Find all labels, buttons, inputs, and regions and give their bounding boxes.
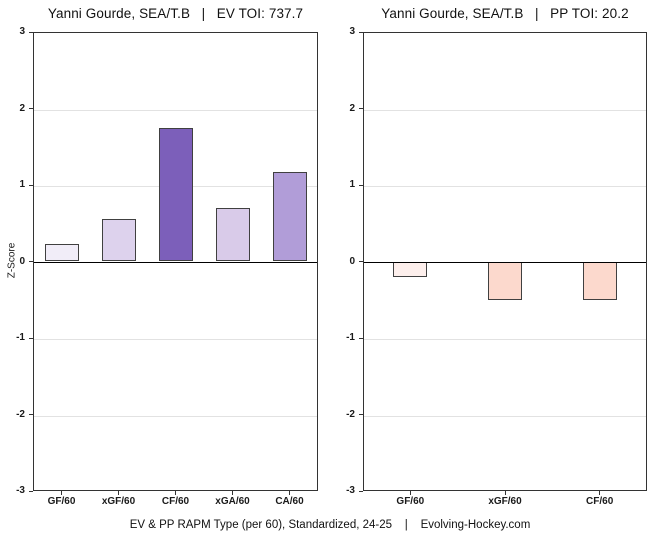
x-axis-tick-label: GF/60	[47, 496, 76, 507]
x-axis-tick-mark	[289, 491, 291, 495]
bar-gf-60	[44, 243, 79, 262]
gridline	[364, 109, 646, 111]
bar-cf-60	[582, 261, 617, 300]
y-axis-tick-label: -1	[346, 332, 355, 343]
y-axis-tick-mark	[359, 337, 363, 339]
y-axis-tick-label: 0	[349, 255, 355, 267]
y-axis-tick-mark	[359, 261, 363, 263]
x-axis-tick-label: CA/60	[275, 496, 304, 507]
x-axis-tick-label: xGA/60	[215, 496, 250, 507]
gridline	[364, 186, 646, 187]
y-axis-tick-mark	[359, 31, 363, 33]
y-axis-tick-mark	[29, 31, 33, 33]
chart-title-ev: Yanni Gourde, SEA/T.B | EV TOI: 737.7	[47, 6, 304, 21]
y-axis-tick-label: -1	[16, 332, 25, 343]
zero-line	[364, 261, 646, 264]
x-axis-tick-mark	[599, 491, 601, 495]
y-axis-tick-label: 2	[19, 102, 25, 114]
x-axis-tick-mark	[409, 491, 412, 495]
bar-gf-60	[393, 261, 428, 277]
y-axis-tick-mark	[359, 184, 363, 186]
y-axis-tick-label: 2	[349, 102, 355, 114]
gridline	[34, 339, 317, 340]
y-axis-tick-mark	[29, 108, 33, 110]
x-axis-tick-label: CF/60	[586, 496, 614, 507]
bar-xga-60	[215, 207, 250, 262]
x-axis-tick-label: GF/60	[396, 496, 425, 507]
zero-line	[34, 261, 317, 264]
x-axis-tick-label: xGF/60	[101, 496, 136, 507]
x-axis-tick-label: xGF/60	[488, 496, 522, 507]
bar-cf-60	[158, 128, 193, 262]
plot-area	[363, 32, 647, 491]
y-axis-tick-label: 1	[19, 179, 25, 190]
y-axis-tick-label: 3	[349, 26, 355, 37]
x-axis-tick-mark	[504, 491, 506, 495]
plot-area	[33, 32, 318, 491]
chart-title-pp: Yanni Gourde, SEA/T.B | PP TOI: 20.2	[381, 6, 629, 21]
pp-chart-panel: Yanni Gourde, SEA/T.B | PP TOI: 20.2 3 2 1…	[330, 0, 660, 516]
bar-xgf-60	[488, 261, 522, 300]
y-axis-tick-label: -3	[16, 485, 25, 496]
y-axis-tick-mark	[29, 261, 33, 263]
x-axis-tick-mark	[118, 491, 120, 495]
x-axis-tick-mark	[61, 491, 63, 495]
gridline	[34, 109, 317, 111]
gridline	[364, 339, 646, 340]
y-axis-tick-mark	[359, 108, 363, 110]
y-axis-tick-mark	[359, 490, 363, 492]
y-axis-tick-label: 1	[349, 179, 355, 190]
figure-caption: EV & PP RAPM Type (per 60), Standardized…	[129, 519, 531, 531]
bar-xgf-60	[101, 219, 136, 262]
y-axis-tick-label: -2	[16, 408, 25, 420]
x-axis-tick-label: CF/60	[161, 496, 190, 507]
x-axis-tick-mark	[232, 491, 234, 495]
y-axis-tick-label: -3	[346, 485, 355, 496]
bar-ca-60	[272, 171, 307, 262]
y-axis-tick-label: -2	[346, 408, 355, 420]
x-axis-tick-mark	[175, 491, 177, 495]
y-axis-tick-mark	[29, 337, 33, 339]
y-axis-tick-mark	[359, 414, 363, 416]
y-axis-tick-label: 3	[19, 26, 25, 37]
y-axis-tick-label: 0	[19, 255, 25, 267]
y-axis-tick-mark	[29, 184, 33, 186]
y-axis-tick-mark	[29, 490, 33, 492]
gridline	[364, 415, 646, 417]
gridline	[34, 415, 317, 417]
ev-chart-panel: Yanni Gourde, SEA/T.B | EV TOI: 737.7 Z-…	[0, 0, 330, 516]
y-axis-tick-mark	[29, 414, 33, 416]
